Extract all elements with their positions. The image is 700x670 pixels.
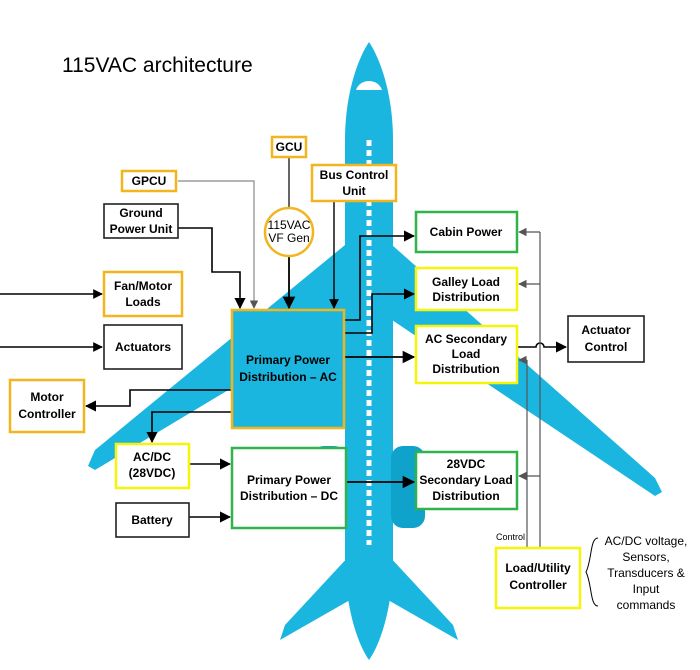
gpcu-label: GPCU: [132, 174, 167, 188]
left-stabilizer: [280, 555, 350, 640]
vf-gen-label-2: VF Gen: [268, 231, 309, 245]
ppd-dc-box: [230, 446, 348, 530]
diagram-title: 115VAC architecture: [62, 54, 253, 77]
boxes: GCU GPCU Bus Control Unit Ground Power U…: [8, 135, 645, 610]
actuator-control-label-2: Control: [585, 340, 628, 354]
battery-label: Battery: [131, 513, 173, 527]
cabin-power-label: Cabin Power: [430, 225, 503, 239]
ppd-dc-label-2: Distribution – DC: [240, 489, 338, 503]
inputs-bracket: [585, 537, 599, 607]
gpcu-box: [120, 169, 178, 193]
ppd-ac-label-1: Primary Power: [246, 353, 330, 367]
fan-motor-label-2: Loads: [125, 295, 161, 309]
ac-secondary-to-actuator-control-line: [517, 341, 568, 353]
ac-secondary-label-2: Load: [452, 347, 481, 361]
inputs-line-3: Transducers &: [607, 566, 685, 580]
ground-power-label-1: Ground: [119, 206, 162, 220]
cockpit-window: [356, 81, 382, 90]
gcu-label: GCU: [276, 140, 303, 154]
inputs-list: AC/DC voltage, Sensors, Transducers & In…: [605, 534, 688, 612]
dc-secondary-label-2: Secondary Load: [419, 473, 512, 487]
ppd-ac-label-2: Distribution – AC: [239, 370, 337, 384]
dc-secondary-label-1: 28VDC: [447, 457, 486, 471]
load-utility-label-1: Load/Utility: [505, 561, 571, 575]
ac-secondary-box: [414, 324, 519, 385]
galley-label-1: Galley Load: [432, 275, 500, 289]
acdc-box: [114, 442, 191, 490]
ground-power-to-ppd-ac-line: [178, 227, 246, 310]
motor-controller-box: [8, 378, 86, 434]
ac-secondary-label-3: Distribution: [432, 362, 499, 376]
dc-secondary-box: [414, 450, 519, 511]
right-stabilizer: [388, 555, 458, 640]
vf-gen-label-1: 115VAC: [268, 218, 311, 232]
inputs-line-2: Sensors,: [622, 550, 669, 564]
ac-secondary-label-1: AC Secondary: [425, 332, 507, 346]
bus-control-label-1: Bus Control: [320, 168, 389, 182]
ground-power-box: [103, 203, 179, 239]
acdc-label-1: AC/DC: [133, 450, 171, 464]
vf-gen-circle: [263, 206, 315, 258]
connector-lines: [0, 157, 599, 607]
ppd-ac-box: [230, 308, 346, 430]
motor-controller-label-1: Motor: [30, 390, 64, 404]
ppd-ac-to-acdc-line: [146, 411, 232, 444]
galley-label-2: Distribution: [432, 290, 499, 304]
bus-control-label-2: Unit: [342, 184, 365, 198]
galley-box: [414, 266, 519, 312]
gcu-box: [270, 135, 308, 159]
actuators-box: [103, 324, 183, 370]
dc-secondary-label-3: Distribution: [432, 489, 499, 503]
acdc-label-2: (28VDC): [129, 466, 176, 480]
actuator-control-label-1: Actuator: [581, 323, 631, 337]
actuators-label: Actuators: [115, 340, 171, 354]
actuator-control-box: [567, 315, 645, 363]
load-utility-label-2: Controller: [509, 578, 567, 592]
fan-motor-box: [102, 270, 184, 318]
gpcu-to-ppd-ac-line: [178, 180, 259, 309]
inputs-line-1: AC/DC voltage,: [605, 534, 688, 548]
bus-control-box: [310, 163, 398, 203]
ppd-ac-to-motor-controller-line: [84, 389, 232, 412]
ppd-ac-to-galley-line: [344, 288, 416, 334]
control-label: Control: [496, 532, 525, 542]
inputs-line-5: commands: [617, 598, 676, 612]
motor-controller-label-2: Controller: [18, 407, 76, 421]
load-utility-box: [494, 546, 582, 610]
ground-power-label-2: Power Unit: [110, 222, 173, 236]
fan-motor-label-1: Fan/Motor: [114, 279, 172, 293]
battery-box: [115, 502, 190, 538]
ppd-dc-label-1: Primary Power: [247, 473, 331, 487]
inputs-line-4: Input: [633, 582, 660, 596]
cabin-power-box: [414, 210, 519, 254]
ppd-ac-to-cabin-line: [344, 230, 416, 321]
